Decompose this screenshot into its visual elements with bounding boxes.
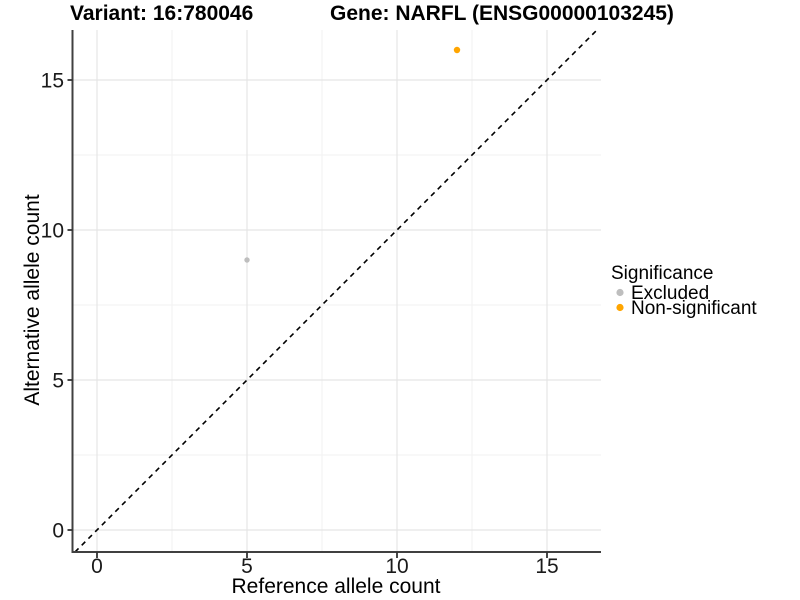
legend-label-excluded: Excluded: [631, 283, 709, 304]
y-tick-label: 5: [52, 370, 64, 393]
x-tick-label: 5: [241, 555, 253, 578]
data-point-excluded: [244, 257, 250, 263]
gene-title: Gene: NARFL (ENSG00000103245): [330, 2, 674, 25]
x-axis-title: Reference allele count: [232, 575, 441, 598]
excluded-swatch-icon: [616, 288, 624, 297]
legend-item-non-significant: Non-significant: [616, 298, 757, 319]
legend-item-excluded: Excluded: [616, 283, 709, 304]
legend-label-non-significant: Non-significant: [631, 298, 757, 319]
y-tick-label: 0: [52, 520, 64, 543]
gridlines: [72, 30, 601, 552]
tick-marks: [67, 79, 548, 558]
y-tick-label: 15: [41, 70, 64, 93]
y-axis-title: Alternative allele count: [21, 194, 44, 405]
x-tick-label: 15: [535, 555, 558, 578]
non-significant-swatch-icon: [616, 303, 624, 312]
variant-title: Variant: 16:780046: [70, 2, 253, 25]
x-tick-label: 10: [385, 555, 408, 578]
points-layer: [244, 46, 461, 263]
legend: Significance Excluded Non-significant: [611, 263, 757, 319]
y-tick-label: 10: [41, 220, 64, 243]
legend-title: Significance: [611, 263, 713, 284]
x-tick-label: 0: [91, 555, 103, 578]
panel-background: [72, 30, 601, 552]
tick-labels: 0 5 10 15 0 5 10 15: [41, 70, 559, 579]
data-point-non-significant: [453, 46, 461, 54]
